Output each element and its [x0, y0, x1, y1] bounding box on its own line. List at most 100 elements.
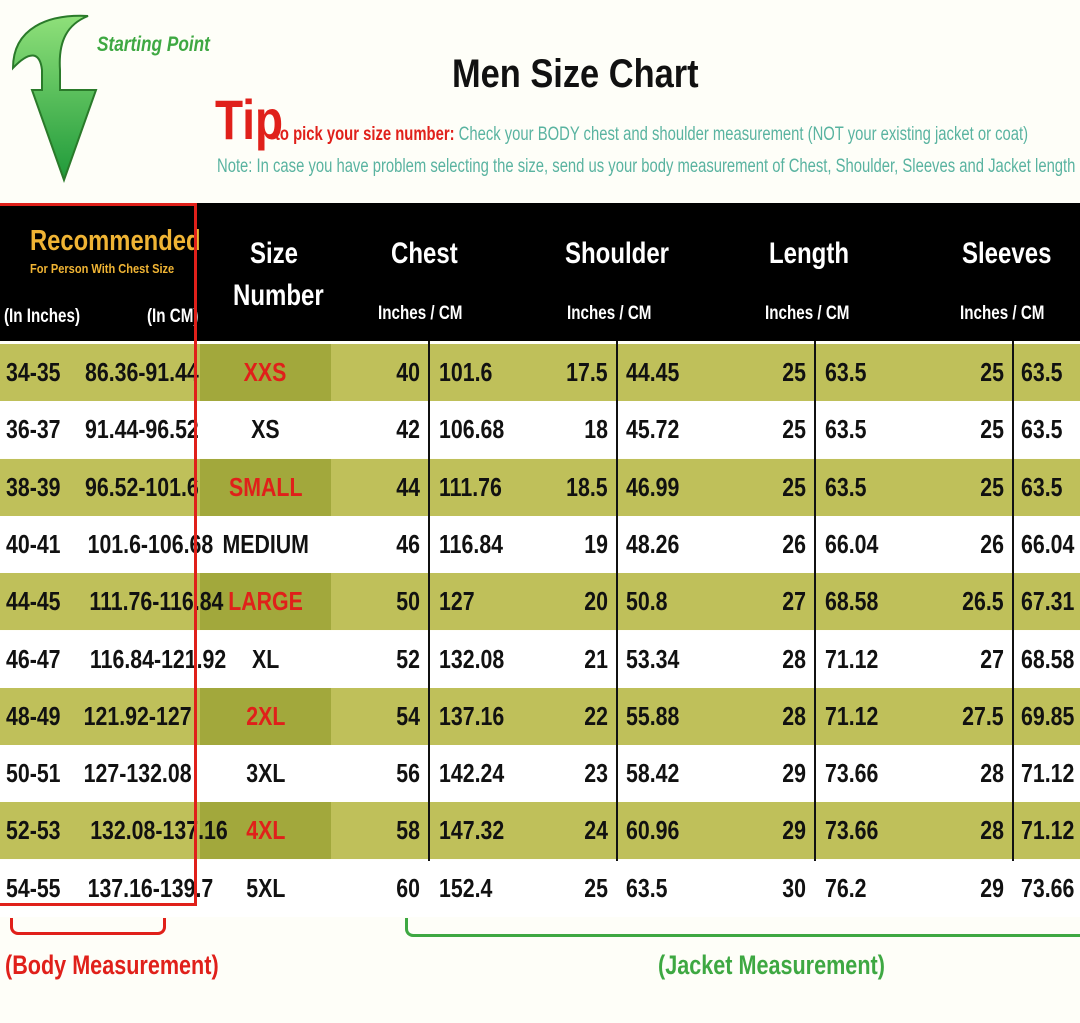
shoulder-inches-cell: 18: [520, 401, 608, 458]
chest-inches-cell: 58: [340, 802, 420, 859]
shoulder-inches-cell: 17.5: [520, 344, 608, 401]
chest-cm-cell: 152.4: [439, 860, 559, 917]
length-inches-cell-text: 27: [782, 586, 806, 617]
chest-inches-cell-text: 54: [396, 700, 420, 731]
body-inches-cell-text: 38-39: [6, 471, 61, 502]
chest-divider: [428, 341, 430, 861]
chest-cm-cell-text: 106.68: [439, 414, 505, 445]
body-inches-cell: 38-39: [6, 459, 86, 516]
chest-inches-cell-text: 58: [396, 815, 420, 846]
size-number-cell-text: 5XL: [245, 872, 286, 903]
shoulder-cm-cell-text: 58.42: [626, 758, 680, 789]
size-number-cell: MEDIUM: [200, 516, 331, 573]
length-cm-cell: 71.12: [825, 631, 945, 688]
chest-inches-cell-text: 50: [396, 586, 420, 617]
sleeves-cm-cell: 63.5: [1021, 344, 1080, 401]
in-cm-label: (In CM): [147, 306, 199, 327]
sleeves-inches-cell-text: 29: [980, 872, 1004, 903]
size-number-cell: LARGE: [200, 573, 331, 630]
body-cm-cell-text: 86.36-91.44: [84, 357, 199, 387]
sleeves-cm-cell-text: 71.12: [1021, 758, 1075, 789]
body-cm-cell: 132.08-137.16: [60, 802, 228, 859]
body-cm-cell: 101.6-106.68: [60, 516, 214, 573]
sleeves-inches-cell-text: 27: [980, 643, 1004, 674]
table-row: 46-47 116.84-121.92 XL 52 132.08 21 53.34 28 71.…: [0, 630, 1080, 688]
length-cm-cell-text: 71.12: [825, 643, 879, 674]
length-cm-cell: 73.66: [825, 802, 945, 859]
size-number-cell: XXS: [200, 344, 331, 401]
size-number-cell-text: SMALL: [228, 471, 303, 502]
chest-cm-cell: 106.68: [439, 401, 559, 458]
chest-cm-cell-text: 101.6: [439, 357, 493, 387]
body-cm-cell-text: 137.16-139.7: [87, 872, 214, 903]
size-number-cell-text: 3XL: [245, 758, 286, 789]
body-inches-cell: 52-53: [6, 802, 86, 859]
shoulder-divider: [616, 341, 618, 861]
body-cm-cell-text: 101.6-106.68: [87, 528, 214, 559]
sleeves-inches-cell: 27.5: [920, 688, 1004, 745]
body-inches-cell-text: 48-49: [6, 700, 61, 731]
length-inches-cell-text: 28: [782, 643, 806, 674]
jacket-bracket: [405, 918, 1080, 937]
chest-cm-cell-text: 147.32: [439, 815, 505, 846]
length-inches-cell-text: 29: [782, 758, 806, 789]
body-inches-cell: 36-37: [6, 401, 86, 458]
chest-inches-cell: 46: [340, 516, 420, 573]
length-cm-cell: 68.58: [825, 573, 945, 630]
shoulder-inches-cell-text: 19: [584, 528, 608, 559]
length-inches-cell: 28: [720, 688, 806, 745]
length-cm-cell-text: 76.2: [825, 872, 867, 903]
length-inches-cell-text: 25: [782, 471, 806, 502]
body-cm-cell-text: 127-132.08: [84, 758, 192, 789]
chest-inches-cell-text: 52: [396, 643, 420, 674]
sleeves-inches-cell-text: 26: [980, 528, 1004, 559]
sleeves-cm-cell-text: 67.31: [1021, 586, 1075, 617]
length-heading: Length: [769, 237, 849, 270]
chest-inches-cell-text: 42: [396, 414, 420, 445]
body-inches-cell-text: 40-41: [6, 528, 61, 559]
sleeves-cm-cell: 73.66: [1021, 860, 1080, 917]
length-inches-cell: 25: [720, 459, 806, 516]
page-title: Men Size Chart: [452, 52, 699, 96]
body-inches-cell-text: 50-51: [6, 758, 61, 789]
shoulder-cm-cell-text: 44.45: [626, 357, 680, 387]
shoulder-cm-cell-text: 60.96: [626, 815, 680, 846]
chest-inches-cell: 44: [340, 459, 420, 516]
sleeves-inches-cell: 26.5: [920, 573, 1004, 630]
body-inches-cell: 40-41: [6, 516, 86, 573]
shoulder-cm-cell-text: 55.88: [626, 700, 680, 731]
length-inches-cell: 28: [720, 631, 806, 688]
sleeves-inches-cell-text: 26.5: [962, 586, 1004, 617]
size-number-cell-text: 4XL: [245, 815, 286, 846]
chest-cm-cell-text: 127: [439, 586, 475, 617]
shoulder-inches-cell-text: 18.5: [566, 471, 608, 502]
sleeves-inches-cell-text: 25: [980, 357, 1004, 387]
body-inches-cell: 50-51: [6, 745, 86, 802]
chest-units: Inches / CM: [378, 303, 463, 324]
table-row: 36-37 91.44-96.52 XS 42 106.68 18 45.72 25 63.5 2…: [0, 401, 1080, 459]
shoulder-cm-cell: 46.99: [626, 459, 746, 516]
table-row: 38-39 96.52-101.6 SMALL 44 111.76 18.5 46.99 25…: [0, 458, 1080, 516]
size-number-cell: SMALL: [200, 459, 331, 516]
length-cm-cell-text: 71.12: [825, 700, 879, 731]
shoulder-cm-cell: 45.72: [626, 401, 746, 458]
length-inches-cell: 29: [720, 745, 806, 802]
sleeves-cm-cell: 71.12: [1021, 745, 1080, 802]
chest-cm-cell: 142.24: [439, 745, 559, 802]
length-inches-cell-text: 28: [782, 700, 806, 731]
sleeves-inches-cell: 29: [920, 860, 1004, 917]
size-number-cell: 3XL: [200, 745, 331, 802]
recommended-heading: Recommended: [30, 225, 201, 257]
chest-cm-cell: 137.16: [439, 688, 559, 745]
body-inches-cell-text: 44-45: [6, 586, 61, 617]
sleeves-inches-cell: 25: [920, 401, 1004, 458]
length-cm-cell: 63.5: [825, 344, 945, 401]
length-inches-cell-text: 26: [782, 528, 806, 559]
sleeves-cm-cell: 63.5: [1021, 401, 1080, 458]
shoulder-cm-cell-text: 45.72: [626, 414, 680, 445]
size-number-cell-text: XL: [251, 643, 280, 674]
length-cm-cell: 71.12: [825, 688, 945, 745]
table-row: 44-45 111.76-116.84 LARGE 50 127 20 50.8 27 68.5…: [0, 573, 1080, 631]
body-cm-cell-text: 91.44-96.52: [84, 414, 199, 445]
chest-inches-cell: 60: [340, 860, 420, 917]
